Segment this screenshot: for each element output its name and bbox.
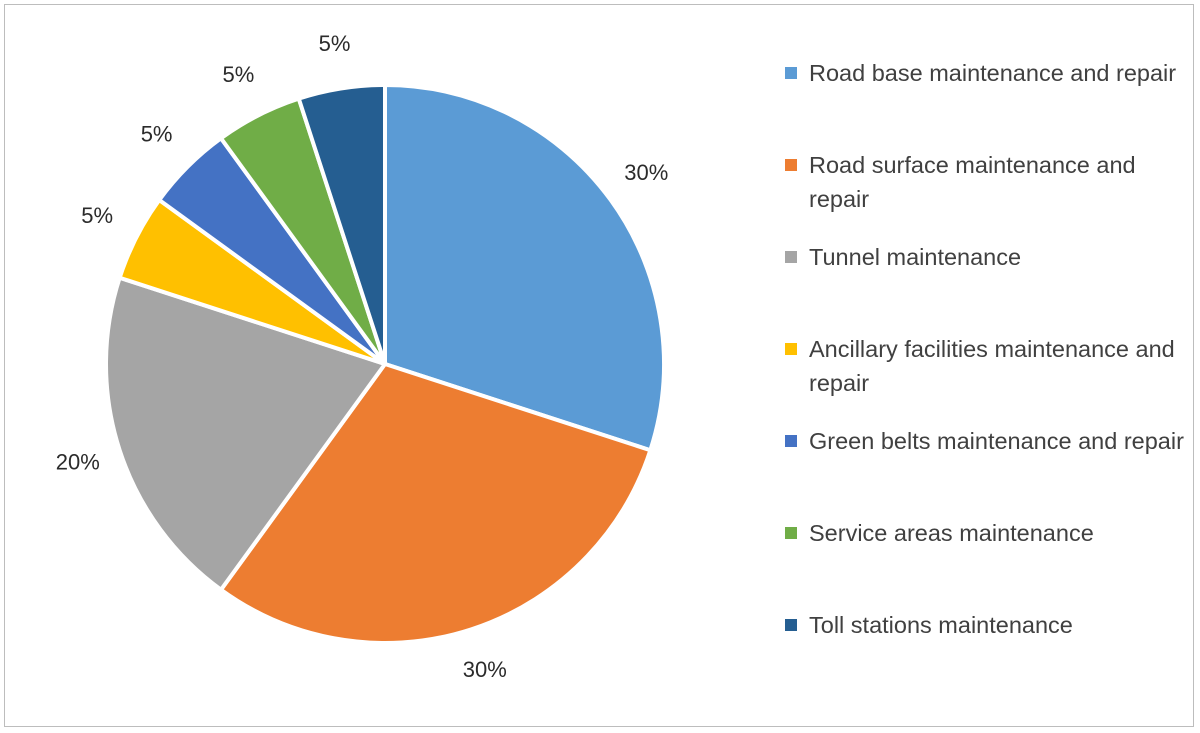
legend-label-toll-stations: Toll stations maintenance: [809, 612, 1073, 638]
pie-slices: [104, 83, 666, 645]
legend-label-service-areas: Service areas maintenance: [809, 520, 1094, 546]
pie-slice-tunnel: [104, 275, 387, 592]
data-label-tunnel: 20%: [56, 450, 100, 475]
data-label-green-belts: 5%: [141, 121, 173, 146]
pie-data-labels: 30% 30% 20% 5% 5% 5% 5%: [56, 31, 669, 682]
data-label-toll-stations: 5%: [319, 31, 351, 56]
data-label-road-base: 30%: [624, 160, 668, 185]
legend-item-ancillary: Ancillary facilities maintenance and rep…: [785, 332, 1185, 424]
legend-item-tunnel: Tunnel maintenance: [785, 240, 1185, 332]
pie-slice-road-base: [383, 83, 666, 453]
pie-slice-road-surface: [219, 362, 653, 645]
legend-swatch-ancillary: [785, 343, 797, 355]
legend-swatch-tunnel: [785, 251, 797, 263]
legend-item-road-base: Road base maintenance and repair: [785, 56, 1185, 148]
legend-swatch-green-belts: [785, 435, 797, 447]
legend-swatch-road-surface: [785, 159, 797, 171]
legend-label-tunnel: Tunnel maintenance: [809, 244, 1022, 270]
legend: Road base maintenance and repair Road su…: [785, 56, 1185, 648]
legend-label-green-belts: Green belts maintenance and repair: [809, 428, 1184, 454]
legend-item-road-surface: Road surface maintenance and repair: [785, 148, 1185, 240]
data-label-ancillary: 5%: [81, 203, 113, 228]
data-label-service-areas: 5%: [223, 62, 255, 87]
legend-item-service-areas: Service areas maintenance: [785, 516, 1185, 608]
legend-label-ancillary: Ancillary facilities maintenance and rep…: [809, 336, 1175, 396]
legend-item-green-belts: Green belts maintenance and repair: [785, 424, 1185, 516]
legend-swatch-toll-stations: [785, 619, 797, 631]
data-label-road-surface: 30%: [463, 657, 507, 682]
legend-swatch-road-base: [785, 67, 797, 79]
legend-label-road-surface: Road surface maintenance and repair: [809, 152, 1136, 212]
pie-slice-toll-stations: [296, 83, 387, 366]
legend-item-toll-stations: Toll stations maintenance: [785, 608, 1185, 648]
legend-label-road-base: Road base maintenance and repair: [809, 60, 1177, 86]
legend-swatch-service-areas: [785, 527, 797, 539]
